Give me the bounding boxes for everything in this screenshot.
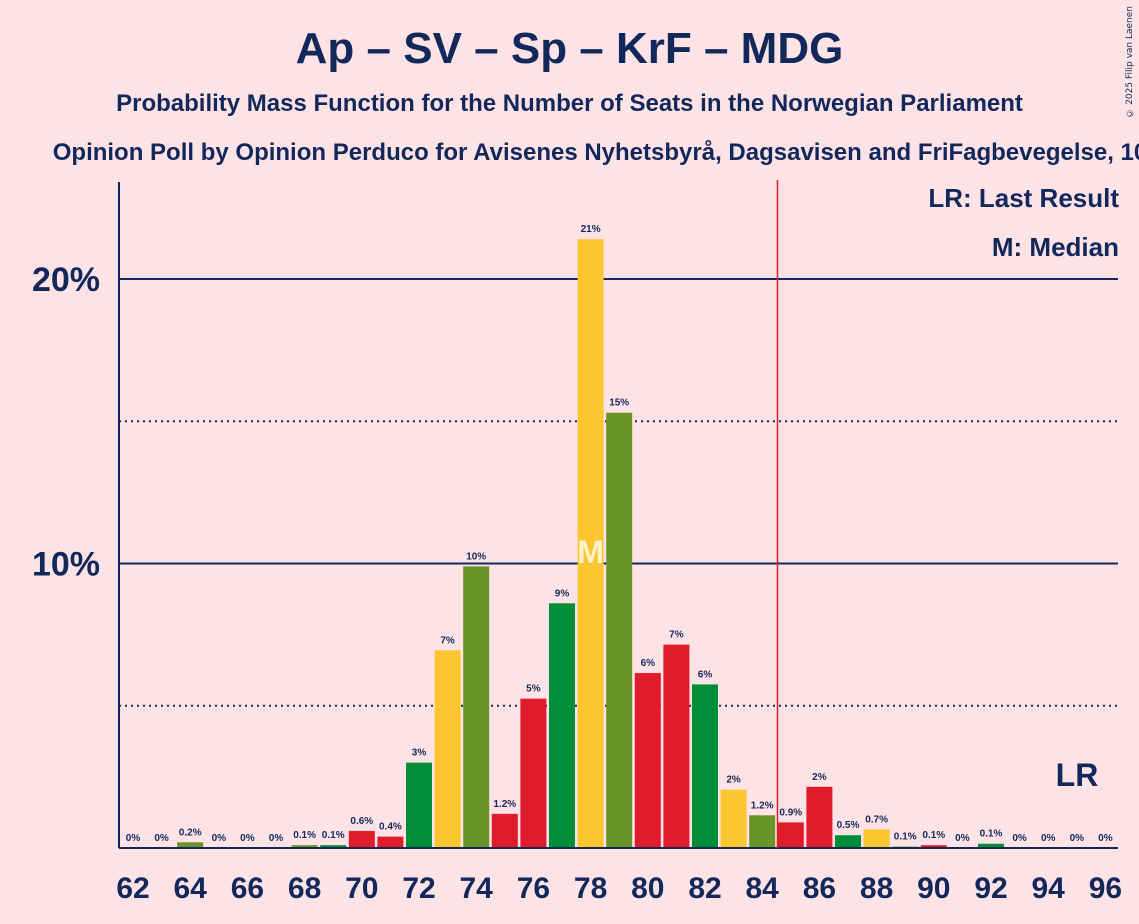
bar-label-64: 0.2%	[179, 827, 202, 838]
legend-last-result: LR: Last Result	[928, 183, 1119, 213]
bar-80	[634, 673, 661, 848]
bar-92	[978, 843, 1004, 848]
bar-label-88: 0.7%	[865, 815, 888, 826]
x-tick-label-94: 94	[1032, 872, 1066, 905]
bar-79	[606, 412, 633, 848]
x-tick-label-70: 70	[345, 872, 378, 905]
bar-label-81: 7%	[669, 630, 684, 641]
bar-90	[920, 845, 947, 848]
bar-label-95: 0%	[1070, 833, 1085, 844]
bar-85	[777, 822, 804, 848]
bar-72	[406, 762, 432, 848]
x-tick-label-64: 64	[174, 872, 208, 905]
bar-73	[434, 650, 461, 848]
x-tick-label-86: 86	[803, 872, 836, 905]
bar-74	[463, 566, 490, 848]
bar-87	[835, 835, 861, 848]
chart-poll-source: Opinion Poll by Opinion Perduco for Avis…	[52, 139, 1139, 166]
x-tick-labels: 62 64 66 68 70 72 74 76 78 80 82 84 86 88 90 92 94 96	[116, 872, 1122, 905]
bar-label-70: 0.6%	[350, 816, 373, 827]
bar-78	[577, 239, 604, 849]
bar-value-labels: 0% 0% 0.2% 0% 0% 0% 0.1% 0.1% 0.6% 0.4% 3% 7% 10% 1.2…	[126, 224, 1113, 844]
bar-label-91: 0%	[955, 833, 970, 844]
bar-label-63: 0%	[154, 833, 169, 844]
bar-84	[749, 815, 776, 848]
x-tick-label-96: 96	[1089, 872, 1122, 905]
y-tick-label-10: 10%	[32, 546, 100, 584]
bar-75	[491, 813, 518, 848]
bar-label-68: 0.1%	[293, 830, 316, 841]
bar-label-75: 1.2%	[493, 799, 516, 810]
bar-label-79: 15%	[609, 398, 629, 409]
bar-76	[520, 698, 547, 848]
x-tick-label-80: 80	[631, 872, 664, 905]
x-tick-label-84: 84	[746, 872, 780, 905]
bar-label-74: 10%	[466, 551, 486, 562]
bar-label-67: 0%	[269, 833, 284, 844]
bar-68	[291, 845, 318, 848]
bar-label-84: 1.2%	[751, 800, 774, 811]
x-tick-label-78: 78	[574, 872, 607, 905]
bar-label-90: 0.1%	[922, 830, 945, 841]
bar-77	[549, 603, 575, 848]
bar-83	[720, 789, 747, 848]
bar-label-66: 0%	[240, 833, 255, 844]
last-result-marker: LR	[1056, 757, 1099, 793]
bar-64	[177, 842, 204, 848]
bar-88	[863, 829, 890, 848]
bar-label-65: 0%	[212, 833, 227, 844]
bar-label-85: 0.9%	[779, 807, 802, 818]
bar-label-69: 0.1%	[322, 830, 345, 841]
bar-label-72: 3%	[412, 748, 427, 759]
x-tick-label-72: 72	[402, 872, 435, 905]
bar-label-86: 2%	[812, 772, 827, 783]
bar-70	[348, 830, 375, 848]
x-tick-label-82: 82	[688, 872, 721, 905]
x-tick-label-74: 74	[460, 872, 494, 905]
bar-label-80: 6%	[641, 658, 656, 669]
x-tick-label-66: 66	[231, 872, 264, 905]
x-tick-label-88: 88	[860, 872, 893, 905]
bar-label-92: 0.1%	[980, 829, 1003, 840]
bar-series	[177, 239, 1004, 849]
bar-label-73: 7%	[440, 635, 455, 646]
bar-label-82: 6%	[698, 669, 713, 680]
x-tick-label-68: 68	[288, 872, 321, 905]
axes	[118, 182, 1118, 849]
bar-label-93: 0%	[1012, 833, 1027, 844]
bar-69	[320, 845, 347, 848]
x-tick-label-62: 62	[116, 872, 149, 905]
bar-label-62: 0%	[126, 833, 141, 844]
bar-86	[806, 786, 833, 848]
x-tick-label-92: 92	[974, 872, 1007, 905]
y-tick-labels: 10% 20%	[32, 261, 100, 584]
x-tick-label-76: 76	[517, 872, 550, 905]
bar-label-83: 2%	[726, 775, 741, 786]
markers: M LR	[577, 180, 1098, 848]
bar-label-94: 0%	[1041, 833, 1056, 844]
bar-label-89: 0.1%	[894, 832, 917, 843]
median-marker: M	[577, 534, 604, 570]
bar-label-87: 0.5%	[837, 820, 860, 831]
bar-82	[692, 684, 718, 848]
y-tick-label-20: 20%	[32, 261, 100, 299]
chart-subtitle: Probability Mass Function for the Number…	[116, 90, 1023, 117]
bar-label-78: 21%	[581, 224, 601, 235]
bar-label-71: 0.4%	[379, 822, 402, 833]
legend-median: M: Median	[991, 232, 1119, 262]
bar-71	[377, 836, 404, 848]
chart-title: Ap – SV – Sp – KrF – MDG	[295, 24, 844, 73]
bar-81	[663, 644, 690, 848]
bar-label-77: 9%	[555, 588, 570, 599]
bar-label-76: 5%	[526, 684, 541, 695]
x-tick-label-90: 90	[917, 872, 950, 905]
bar-label-96: 0%	[1098, 833, 1113, 844]
